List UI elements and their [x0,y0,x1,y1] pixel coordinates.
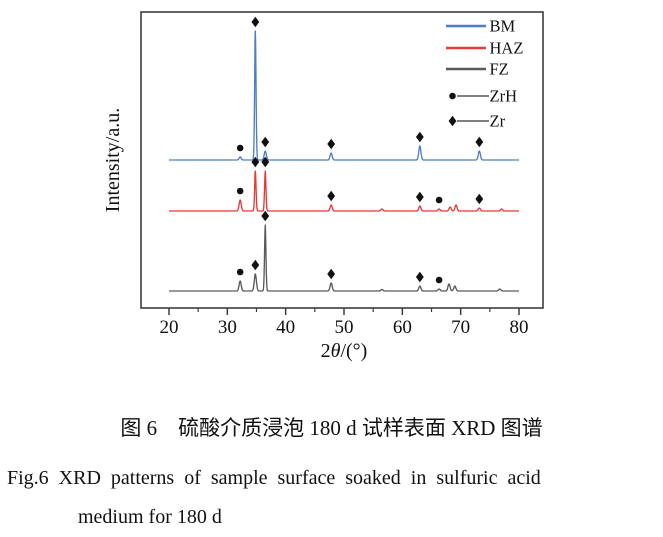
zr-marker-icon [251,156,260,168]
zrh-marker-icon [435,196,443,204]
zr-marker-icon [415,131,424,143]
zr-marker-icon [415,191,424,203]
series-haz [168,170,520,212]
zr-marker-icon [261,210,270,222]
legend-label: FZ [490,60,509,79]
x-tick-label: 30 [218,317,237,338]
legend-entry-zr: Zr [448,112,506,131]
caption-english-line2: medium for 180 d [78,506,222,528]
legend-label: Zr [490,112,506,131]
zr-marker-icon [261,156,270,168]
zr-marker-icon [475,193,484,205]
xrd-chart-svg: 20 30 40 50 60 70 80 2θ/(°) Intensity/a.u. BM HAZ F… [102,11,544,362]
caption-english-line1: Fig.6 XRD patterns of sample surface soa… [7,467,541,489]
series-fz [168,224,520,292]
x-tick-label: 80 [510,317,529,338]
x-tick-label: 60 [393,317,412,338]
x-tick-label: 20 [160,317,179,338]
zr-marker-icon [415,271,424,283]
zr-marker-icon [475,136,484,148]
caption-chinese: 图 6 硫酸介质浸泡 180 d 试样表面 XRD 图谱 [120,416,543,440]
xrd-chart: 20 30 40 50 60 70 80 2θ/(°) Intensity/a.u. BM HAZ F… [102,11,544,362]
zr-marker-icon [327,138,336,150]
plot-frame [140,11,544,309]
zrh-marker-icon [236,144,244,152]
legend-diamond-icon [448,115,457,127]
legend-label: ZrH [490,87,518,106]
legend-entry-bm: BM [446,17,516,36]
zr-marker-icon [251,259,260,271]
y-axis-label: Intensity/a.u. [102,108,124,212]
legend-entry-fz: FZ [446,60,509,79]
zrh-marker-icon [236,187,244,195]
x-tick-label: 70 [451,317,470,338]
legend-entry-zrh: ZrH [449,87,517,106]
zrh-marker-icon [236,268,244,276]
x-axis-label: 2θ/(°) [321,340,368,362]
legend-label: BM [490,17,516,36]
x-tick-label: 50 [335,317,354,338]
legend-entry-haz: HAZ [446,39,523,58]
x-tick-label: 40 [276,317,295,338]
legend-circle-icon [449,92,456,100]
legend-label: HAZ [490,39,524,58]
zr-marker-icon [261,136,270,148]
zr-marker-icon [251,16,260,28]
series-bm [168,30,520,161]
zrh-marker-icon [435,276,443,284]
zr-marker-icon [327,190,336,202]
zr-marker-icon [327,268,336,280]
